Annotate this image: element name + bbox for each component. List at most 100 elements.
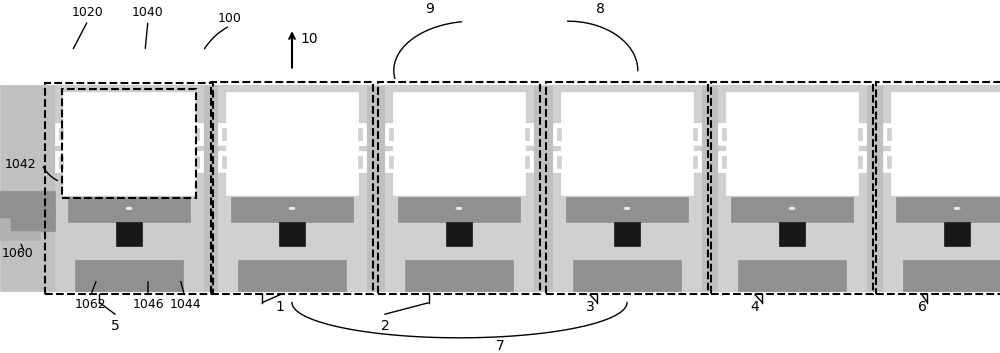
Bar — [858, 128, 862, 140]
Bar — [573, 260, 681, 291]
Bar — [399, 94, 519, 193]
Bar — [59, 156, 63, 168]
Bar — [915, 100, 999, 187]
Bar — [557, 128, 561, 140]
Bar — [573, 96, 681, 191]
Bar — [614, 222, 640, 246]
Bar — [222, 128, 226, 140]
Text: 7: 7 — [496, 339, 504, 353]
Bar — [44, 84, 213, 294]
Text: 100: 100 — [218, 12, 242, 25]
Bar — [597, 104, 657, 183]
Bar — [0, 211, 55, 231]
Text: 6: 6 — [918, 300, 926, 314]
Bar — [731, 197, 853, 222]
Bar — [195, 151, 203, 173]
Text: 1: 1 — [276, 300, 284, 314]
Bar — [262, 104, 322, 183]
Text: 1042: 1042 — [5, 158, 37, 170]
Bar — [55, 123, 63, 145]
Bar — [385, 123, 393, 145]
Bar — [903, 96, 1000, 191]
Bar — [718, 151, 726, 173]
Bar — [553, 85, 701, 291]
Bar — [250, 100, 334, 187]
Bar — [858, 151, 866, 173]
Bar — [211, 82, 373, 294]
Bar — [226, 92, 358, 195]
Bar — [0, 85, 1000, 291]
Bar — [858, 156, 862, 168]
Bar — [411, 98, 507, 189]
Bar — [897, 94, 1000, 193]
Bar — [378, 82, 540, 294]
Bar — [116, 222, 142, 246]
Bar — [525, 156, 529, 168]
Bar — [62, 89, 196, 198]
Text: 1062: 1062 — [74, 298, 106, 311]
Bar — [244, 98, 340, 189]
Bar — [718, 123, 726, 145]
Bar — [279, 222, 305, 246]
Bar — [195, 128, 199, 140]
Bar — [393, 92, 525, 195]
Bar — [722, 156, 726, 168]
Bar — [693, 123, 701, 145]
Bar — [732, 94, 852, 193]
Text: 4: 4 — [751, 300, 759, 314]
Bar — [75, 260, 183, 291]
Bar — [69, 94, 189, 193]
Bar — [927, 104, 987, 183]
Bar — [75, 96, 183, 191]
Bar — [876, 82, 1000, 294]
Text: 9: 9 — [426, 2, 434, 16]
Text: 8: 8 — [596, 2, 604, 16]
Bar — [0, 191, 55, 218]
Bar — [81, 98, 177, 189]
Bar — [218, 151, 226, 173]
Text: 1046: 1046 — [132, 298, 164, 311]
Bar — [222, 156, 226, 168]
Text: 5: 5 — [111, 319, 119, 334]
Bar — [195, 156, 199, 168]
Bar — [231, 197, 353, 222]
Bar — [385, 85, 533, 291]
Bar — [883, 85, 1000, 291]
Bar — [744, 98, 840, 189]
Bar — [405, 260, 513, 291]
Bar — [99, 104, 159, 183]
Bar — [59, 128, 63, 140]
Bar — [579, 98, 675, 189]
Bar — [232, 94, 352, 193]
Bar — [883, 123, 891, 145]
Bar — [553, 123, 561, 145]
Bar — [358, 156, 362, 168]
Circle shape — [954, 208, 960, 209]
Bar — [525, 123, 533, 145]
Bar — [887, 156, 891, 168]
Bar — [358, 128, 362, 140]
Bar — [858, 123, 866, 145]
Circle shape — [289, 208, 295, 209]
Bar — [566, 197, 688, 222]
Bar — [756, 102, 828, 185]
Text: 1060: 1060 — [2, 247, 34, 260]
Circle shape — [789, 208, 795, 209]
Bar — [389, 156, 393, 168]
Text: 1040: 1040 — [132, 6, 164, 19]
Bar — [398, 197, 520, 222]
Bar — [238, 260, 346, 291]
Bar — [385, 151, 393, 173]
Bar — [896, 197, 1000, 222]
Circle shape — [126, 208, 132, 209]
Bar — [921, 102, 993, 185]
Bar — [93, 102, 165, 185]
Bar — [55, 151, 63, 173]
Bar — [525, 128, 529, 140]
Bar — [903, 260, 1000, 291]
Bar — [87, 100, 171, 187]
Text: 3: 3 — [586, 300, 594, 314]
Bar — [693, 128, 697, 140]
Bar — [218, 123, 226, 145]
Bar — [891, 92, 1000, 195]
